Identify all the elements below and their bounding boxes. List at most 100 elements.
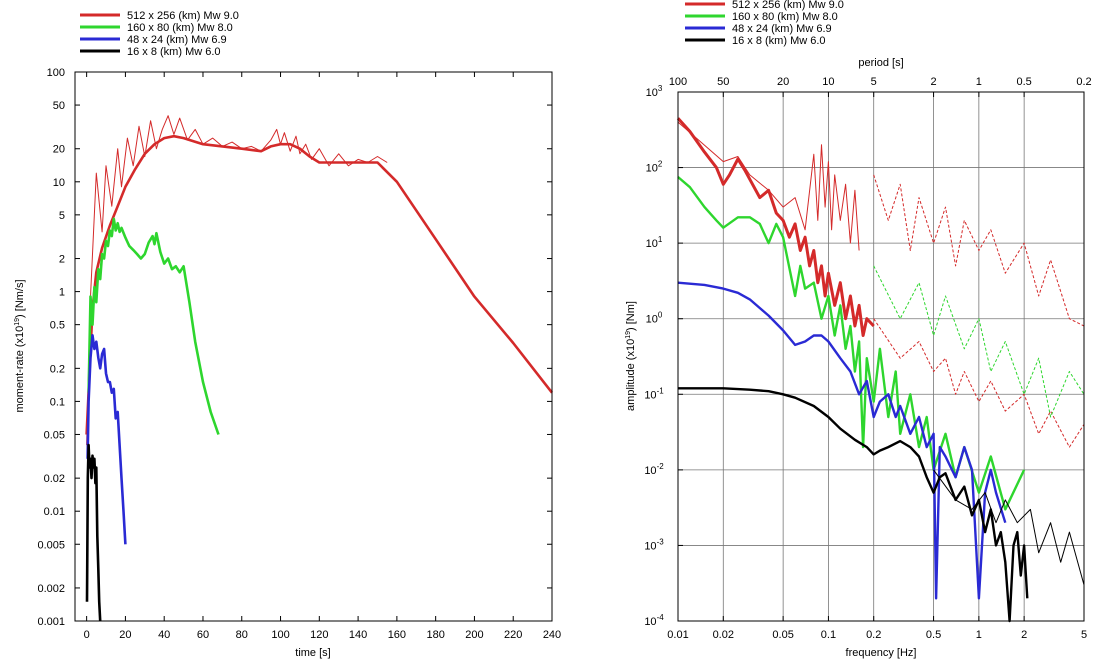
moment-rate-series-line-0 [85, 134, 554, 435]
moment-rate-axis-label-main: moment-rate (x10 [14, 326, 26, 413]
time-tick-label: 20 [119, 629, 131, 641]
moment-rate-series-line-3 [86, 333, 127, 545]
moment-rate-series-line-1 [86, 115, 388, 446]
time-tick-label: 220 [504, 629, 522, 641]
amplitude-spectrum-plot-area [676, 117, 1085, 623]
amplitude-axis-label-exponent: 19 [625, 331, 632, 339]
time-tick-label: 80 [236, 629, 248, 641]
amplitude-tick-exponent: -3 [657, 537, 665, 546]
amplitude-series-line-7 [678, 387, 1029, 623]
amplitude-series-line-6 [677, 281, 1007, 600]
frequency-axis-ticks: 0.01 0.02 0.05 0.1 0.2 0.5 1 2 5 [667, 616, 1087, 641]
amplitude-tick-exponent: -1 [657, 386, 665, 395]
moment-rate-tick-label: 0.005 [37, 539, 65, 551]
moment-rate-tick-label: 10 [53, 177, 65, 189]
amplitude-tick-exponent: 0 [658, 311, 663, 320]
moment-rate-axis-label-exponent: 19 [14, 318, 21, 326]
frequency-tick-label: 0.2 [866, 629, 881, 641]
period-tick-label: 0.2 [1076, 76, 1091, 88]
amplitude-tick-exponent: -2 [657, 462, 665, 471]
period-tick-label: 10 [822, 76, 834, 88]
time-tick-label: 180 [426, 629, 444, 641]
amplitude-spectrum-legend-label: 16 x 8 (km) Mw 6.0 [732, 35, 826, 47]
frequency-tick-label: 0.01 [667, 629, 688, 641]
moment-rate-tick-label: 0.02 [44, 473, 65, 485]
amplitude-tick-base: 10 [644, 616, 656, 628]
moment-rate-axis-label-units: ) [Nm/s] [14, 279, 26, 318]
period-tick-label: 2 [931, 76, 937, 88]
frequency-tick-label: 5 [1081, 629, 1087, 641]
moment-rate-tick-label: 0.05 [44, 429, 65, 441]
moment-rate-tick-label: 50 [53, 100, 65, 112]
amplitude-axis-label: amplitude (x1019) [Nm] [625, 301, 637, 411]
time-tick-label: 0 [84, 629, 90, 641]
moment-rate-frame [74, 71, 553, 622]
amplitude-tick-label: 103 [646, 84, 663, 99]
time-tick-label: 140 [349, 629, 367, 641]
time-tick-label: 160 [388, 629, 406, 641]
time-tick-label: 60 [197, 629, 209, 641]
amplitude-axis-label-units: ) [Nm] [625, 301, 637, 331]
moment-rate-series-line-4 [85, 443, 102, 622]
amplitude-spectrum-legend-label: 48 x 24 (km) Mw 6.9 [732, 23, 832, 35]
period-tick-label: 20 [777, 76, 789, 88]
moment-rate-tick-label: 20 [53, 144, 65, 156]
moment-rate-legend-label: 512 x 256 (km) Mw 9.0 [127, 10, 239, 22]
period-tick-label: 5 [871, 76, 877, 88]
frequency-tick-label: 0.05 [772, 629, 793, 641]
moment-rate-legend-label: 160 x 80 (km) Mw 8.0 [127, 22, 233, 34]
amplitude-tick-base: 10 [646, 163, 658, 175]
period-tick-label: 0.5 [1016, 76, 1031, 88]
time-tick-label: 120 [310, 629, 328, 641]
amplitude-series-line-1 [677, 121, 860, 251]
amplitude-tick-label: 100 [646, 311, 663, 326]
amplitude-tick-label: 10-3 [644, 537, 664, 552]
amplitude-tick-base: 10 [644, 540, 656, 552]
time-tick-label: 240 [543, 629, 561, 641]
moment-rate-tick-label: 1 [59, 287, 65, 299]
amplitude-tick-label: 10-2 [644, 462, 664, 477]
amplitude-tick-label: 101 [646, 235, 663, 250]
frequency-tick-label: 0.02 [713, 629, 734, 641]
amplitude-tick-base: 10 [644, 465, 656, 477]
time-axis-ticks: 0 20 40 60 80 100 120 140 160 180 200 220 240 [84, 72, 561, 641]
amplitude-spectrum-legend-label: 512 x 256 (km) Mw 9.0 [732, 0, 844, 11]
amplitude-axis-label-main: amplitude (x10 [625, 339, 637, 411]
amplitude-tick-base: 10 [646, 314, 658, 326]
amplitude-tick-base: 10 [646, 238, 658, 250]
frequency-axis-label: frequency [Hz] [846, 647, 917, 659]
time-tick-label: 100 [271, 629, 289, 641]
period-tick-label: 100 [669, 76, 687, 88]
moment-rate-tick-label: 0.002 [37, 583, 65, 595]
moment-rate-legend-label: 48 x 24 (km) Mw 6.9 [127, 34, 227, 46]
time-tick-label: 200 [465, 629, 483, 641]
amplitude-series-line-5 [873, 265, 1085, 418]
frequency-tick-label: 1 [976, 629, 982, 641]
moment-rate-tick-label: 0.2 [50, 363, 65, 375]
amplitude-tick-label: 10-4 [644, 613, 664, 628]
amplitude-tick-exponent: -4 [657, 613, 665, 622]
amplitude-spectrum-frame [677, 91, 1085, 622]
moment-rate-axis-label: moment-rate (x1019) [Nm/s] [14, 279, 26, 412]
amplitude-series-line-4 [677, 176, 1026, 511]
amplitude-series-line-3 [873, 318, 1085, 448]
amplitude-tick-label: 10-1 [644, 386, 664, 401]
amplitude-spectrum-legend-label: 160 x 80 (km) Mw 8.0 [732, 11, 838, 23]
moment-rate-tick-label: 0.01 [44, 506, 65, 518]
time-axis-label: time [s] [295, 647, 330, 659]
period-axis-ticks: 100 50 20 10 5 2 1 0.5 0.2 [669, 76, 1092, 97]
moment-rate-tick-label: 0.5 [50, 320, 65, 332]
amplitude-series-line-8 [933, 469, 1085, 586]
moment-rate-plot-area [85, 115, 554, 622]
period-tick-label: 1 [976, 76, 982, 88]
amplitude-tick-exponent: 3 [658, 84, 663, 93]
frequency-tick-label: 2 [1021, 629, 1027, 641]
moment-rate-tick-label: 5 [59, 210, 65, 222]
time-tick-label: 40 [158, 629, 170, 641]
